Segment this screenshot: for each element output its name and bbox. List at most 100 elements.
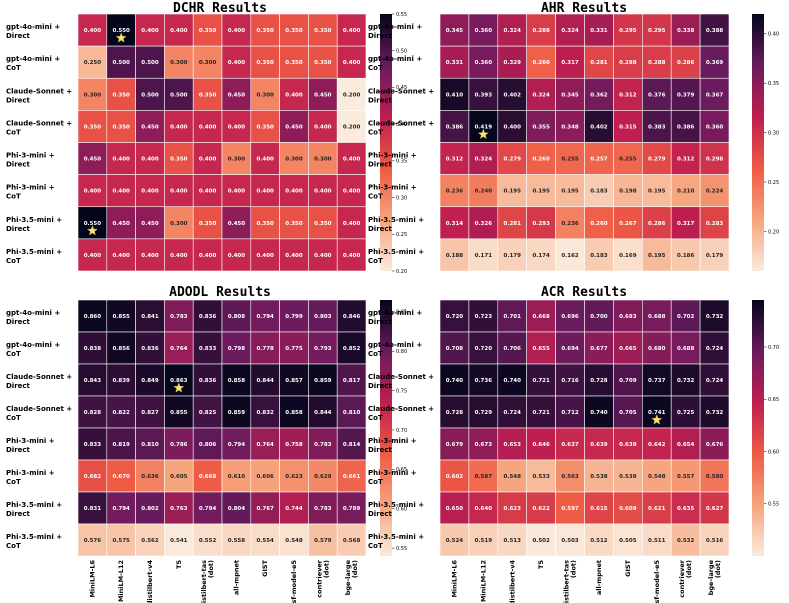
ahr-cell xyxy=(468,45,499,79)
ahr-cell-value: 0.360 xyxy=(475,28,493,34)
ahr-cell-value: 0.267 xyxy=(619,221,637,227)
acr-cell-value: 0.740 xyxy=(504,378,522,384)
dchr-cell-value: 0.400 xyxy=(228,28,246,34)
ahr-cell-value: 0.288 xyxy=(619,60,637,66)
dchr-cell xyxy=(77,45,108,79)
ahr-cell-value: 0.195 xyxy=(561,189,579,195)
ahr-cell-value: 0.179 xyxy=(706,253,724,259)
acr-cell-value: 0.712 xyxy=(561,410,579,416)
acr-cell-value: 0.688 xyxy=(648,314,666,320)
acr-cell-value: 0.597 xyxy=(561,506,579,512)
acr-cell xyxy=(497,523,527,557)
ahr-cell-value: 0.195 xyxy=(648,253,666,259)
ahr-cell-value: 0.295 xyxy=(619,28,637,34)
adodl-cell-value: 0.744 xyxy=(285,506,303,512)
acr-cell-value: 0.680 xyxy=(648,346,666,352)
acr-cell-value: 0.587 xyxy=(475,474,493,480)
acr-cell xyxy=(439,427,470,461)
ahr-cell-value: 0.402 xyxy=(590,124,608,130)
acr-cell-value: 0.673 xyxy=(475,442,493,448)
adodl-cell-value: 0.844 xyxy=(314,410,332,416)
adodl-cell-value: 0.855 xyxy=(112,314,130,320)
acr-cell-value: 0.736 xyxy=(475,378,493,384)
acr-cell-value: 0.622 xyxy=(532,506,550,512)
adodl-cell xyxy=(250,331,280,365)
adodl-cell-value: 0.857 xyxy=(285,378,303,384)
adodl-cell-value: 0.636 xyxy=(141,474,159,480)
dchr-cell xyxy=(106,142,136,175)
adodl-colorbar-tick: 0.55 xyxy=(396,546,407,552)
acr-col-label: bge-large xyxy=(707,559,715,595)
adodl-cell xyxy=(135,299,165,333)
ahr-cell xyxy=(526,110,556,143)
ahr-cell-value: 0.317 xyxy=(677,221,695,227)
acr-cell-value: 0.679 xyxy=(446,442,464,448)
acr-cell-value: 0.627 xyxy=(706,506,724,512)
ahr-cell xyxy=(584,206,614,240)
ahr-cell xyxy=(613,238,643,272)
acr-cell-value: 0.725 xyxy=(677,410,695,416)
dchr-cell-value: 0.350 xyxy=(112,92,130,98)
adodl-cell xyxy=(77,331,108,365)
adodl-cell xyxy=(250,427,280,461)
acr-cell-value: 0.716 xyxy=(561,378,579,384)
acr-col-label: (dot) xyxy=(570,560,578,578)
ahr-colorbar-tick: 0.30 xyxy=(768,130,779,136)
acr-cell xyxy=(468,363,499,397)
dchr-colorbar-tick: 0.55 xyxy=(396,12,407,18)
ahr-cell xyxy=(555,13,585,47)
dchr-cell xyxy=(106,77,136,111)
dchr-cell-value: 0.400 xyxy=(228,253,246,259)
adodl-cell-value: 0.789 xyxy=(343,506,361,512)
dchr-cell-value: 0.300 xyxy=(256,92,274,98)
dchr-cell xyxy=(106,206,136,240)
acr-cell-value: 0.740 xyxy=(590,410,608,416)
adodl-cell xyxy=(164,427,194,461)
acr-cell-value: 0.721 xyxy=(532,378,550,384)
ahr-cell-value: 0.338 xyxy=(677,28,695,34)
ahr-cell-value: 0.236 xyxy=(446,189,464,195)
ahr-cell xyxy=(497,174,527,208)
acr-row-label: Claude-Sonnet + CoT xyxy=(368,405,434,422)
adodl-cell-value: 0.844 xyxy=(256,378,274,384)
ahr-cell-value: 0.345 xyxy=(446,28,464,34)
adodl-cell-value: 0.836 xyxy=(199,314,217,320)
dchr-cell xyxy=(135,174,165,208)
dchr-cell-value: 0.200 xyxy=(343,124,361,130)
adodl-cell xyxy=(250,395,280,429)
adodl-cell xyxy=(336,331,367,365)
adodl-col-label: all-mpnet xyxy=(232,560,240,595)
adodl-cell-value: 0.814 xyxy=(343,442,361,448)
dchr-cell xyxy=(308,238,338,272)
dchr-cell-value: 0.350 xyxy=(199,221,217,227)
acr-cell-value: 0.688 xyxy=(677,346,695,352)
adodl-cell-value: 0.839 xyxy=(112,378,130,384)
acr-colorbar xyxy=(752,300,764,556)
acr-colorbar-tick: 0.60 xyxy=(768,449,779,455)
best-score-star-icon xyxy=(115,32,127,43)
dchr-cell-value: 0.400 xyxy=(314,189,332,195)
dchr-cell-value: 0.350 xyxy=(314,28,332,34)
acr-row-label: Claude-Sonnet + Direct xyxy=(368,373,434,390)
acr-col-label: contriever xyxy=(678,559,686,598)
dchr-cell-value: 0.350 xyxy=(199,28,217,34)
adodl-cell-value: 0.786 xyxy=(170,442,188,448)
ahr-cell-value: 0.386 xyxy=(446,124,464,130)
ahr-cell-value: 0.312 xyxy=(619,92,637,98)
dchr-cell-value: 0.400 xyxy=(343,157,361,163)
ahr-cell-value: 0.376 xyxy=(648,92,666,98)
ahr-cell-value: 0.383 xyxy=(648,124,666,130)
ahr-cell xyxy=(699,110,730,143)
dchr-cell-value: 0.450 xyxy=(112,221,130,227)
adodl-cell xyxy=(77,491,108,525)
acr-cell-value: 0.724 xyxy=(504,410,522,416)
acr-cell xyxy=(613,491,643,525)
adodl-cell-value: 0.819 xyxy=(112,442,130,448)
ahr-cell xyxy=(670,238,701,272)
ahr-cell xyxy=(439,45,470,79)
acr-title: ACR Results xyxy=(541,285,627,300)
dchr-cell-value: 0.350 xyxy=(285,60,303,66)
dchr-cell-value: 0.450 xyxy=(84,157,102,163)
dchr-cell-value: 0.400 xyxy=(285,92,303,98)
dchr-row-label: Phi-3.5-mini + Direct xyxy=(6,216,62,233)
